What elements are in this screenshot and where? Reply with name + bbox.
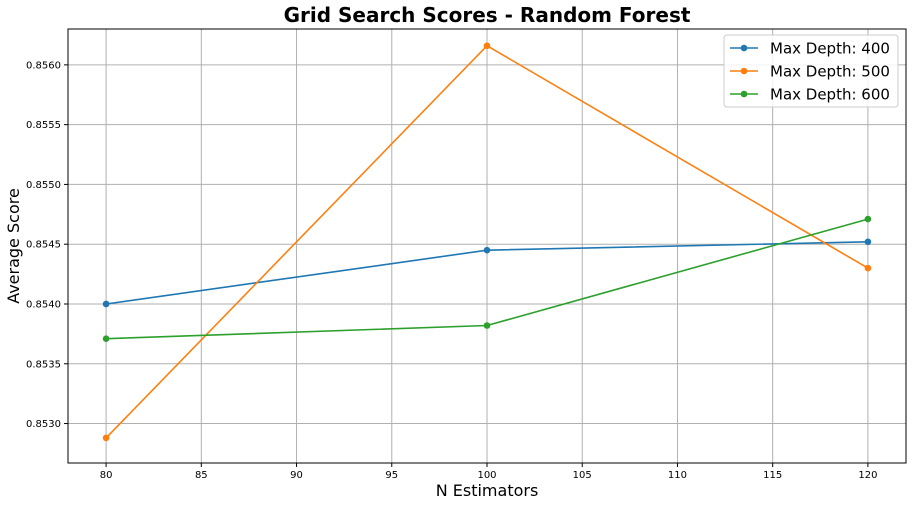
x-axis-label: N Estimators xyxy=(436,481,539,500)
data-point xyxy=(864,215,872,223)
chart-title: Grid Search Scores - Random Forest xyxy=(284,3,691,27)
series-2 xyxy=(102,42,872,442)
y-tick-label: 0.8535 xyxy=(26,359,61,370)
data-point xyxy=(864,238,872,246)
y-tick-label: 0.8545 xyxy=(26,240,61,251)
legend-marker xyxy=(740,67,748,75)
x-tick-label: 105 xyxy=(573,470,592,481)
y-tick-label: 0.8540 xyxy=(26,299,61,310)
y-tick-label: 0.8550 xyxy=(26,180,61,191)
data-point xyxy=(483,42,491,50)
x-tick-label: 100 xyxy=(477,470,496,481)
y-axis-label: Average Score xyxy=(4,188,23,304)
x-tick-label: 110 xyxy=(668,470,687,481)
legend-item: Max Depth: 400 xyxy=(730,40,890,58)
legend-label: Max Depth: 400 xyxy=(770,40,890,58)
data-point xyxy=(102,300,110,308)
ticks: 80 85 90 95 100 105 110 115 120 0.8530 0.8535 0.854… xyxy=(26,60,877,481)
data-point xyxy=(483,322,491,329)
x-tick-label: 85 xyxy=(195,470,208,481)
legend-label: Max Depth: 600 xyxy=(770,86,890,104)
legend-marker xyxy=(740,90,748,98)
legend-marker xyxy=(740,44,748,52)
data-point xyxy=(102,335,110,342)
legend-box xyxy=(723,34,899,108)
y-tick-label: 0.8555 xyxy=(26,120,61,131)
data-point xyxy=(102,434,110,442)
legend-item: Max Depth: 600 xyxy=(730,86,890,104)
y-tick-label: 0.8560 xyxy=(26,60,61,71)
series-1 xyxy=(102,238,872,308)
legend-item: Max Depth: 500 xyxy=(730,63,890,81)
x-tick-label: 80 xyxy=(100,470,113,481)
x-tick-label: 95 xyxy=(385,470,398,481)
series-3 xyxy=(102,215,872,342)
legend: Max Depth: 400 Max Depth: 500 Max Depth: 6… xyxy=(723,34,899,108)
x-tick-label: 120 xyxy=(858,470,877,481)
x-tick-label: 90 xyxy=(290,470,303,481)
x-tick-label: 115 xyxy=(763,470,782,481)
legend-label: Max Depth: 500 xyxy=(770,63,890,81)
y-tick-label: 0.8530 xyxy=(26,419,61,430)
data-point xyxy=(483,246,491,254)
data-point xyxy=(864,264,872,272)
series-layer xyxy=(102,42,872,442)
